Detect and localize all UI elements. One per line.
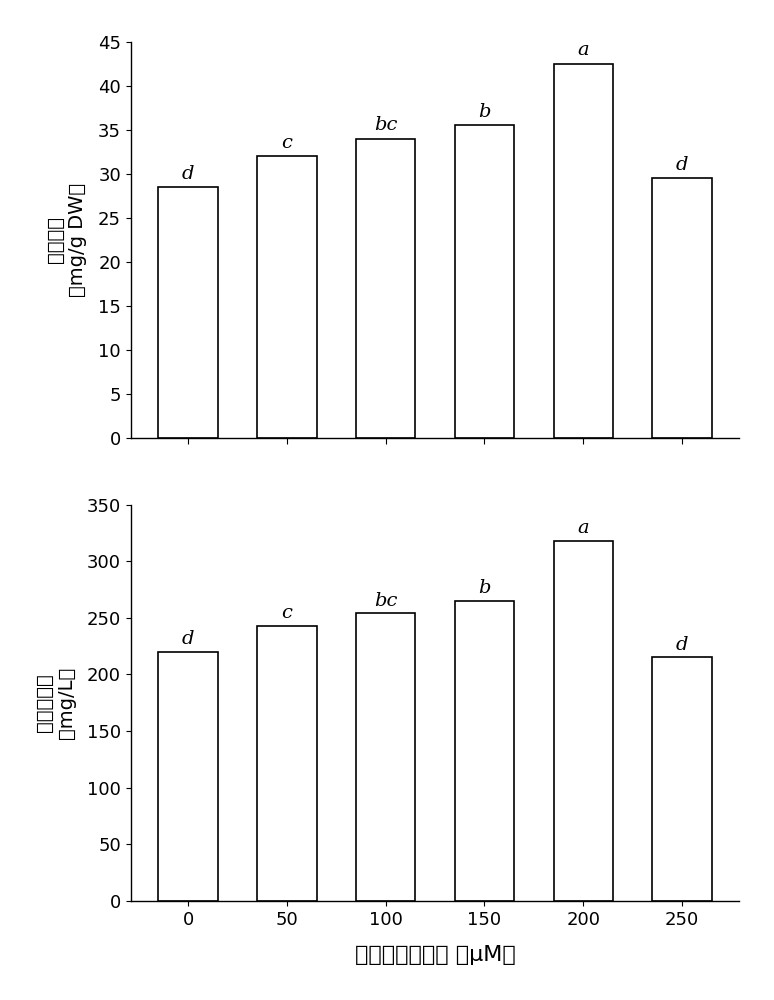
Text: d: d bbox=[182, 630, 194, 648]
X-axis label: 茅莉酸甲酯浓度 （μM）: 茅莉酸甲酯浓度 （μM） bbox=[354, 945, 515, 965]
Text: a: a bbox=[577, 41, 589, 59]
Text: c: c bbox=[282, 604, 293, 622]
Text: d: d bbox=[182, 165, 194, 183]
Bar bbox=[356, 613, 416, 901]
Text: bc: bc bbox=[374, 116, 397, 134]
Bar bbox=[356, 139, 416, 438]
Bar bbox=[652, 657, 711, 901]
Text: d: d bbox=[676, 156, 688, 174]
Bar bbox=[553, 541, 613, 901]
Text: a: a bbox=[577, 519, 589, 537]
Text: b: b bbox=[478, 579, 491, 597]
Text: c: c bbox=[282, 134, 293, 152]
Bar bbox=[257, 156, 317, 438]
Bar bbox=[455, 601, 514, 901]
Bar bbox=[159, 652, 217, 901]
Bar bbox=[159, 187, 217, 438]
Y-axis label: 黄酮生产量
（mg/L）: 黄酮生产量 （mg/L） bbox=[35, 667, 76, 739]
Bar bbox=[257, 626, 317, 901]
Y-axis label: 黄酮含量
（mg/g DW）: 黄酮含量 （mg/g DW） bbox=[46, 183, 87, 297]
Text: b: b bbox=[478, 103, 491, 121]
Text: bc: bc bbox=[374, 592, 397, 610]
Bar bbox=[652, 178, 711, 438]
Bar bbox=[553, 64, 613, 438]
Bar bbox=[455, 125, 514, 438]
Text: d: d bbox=[676, 636, 688, 654]
